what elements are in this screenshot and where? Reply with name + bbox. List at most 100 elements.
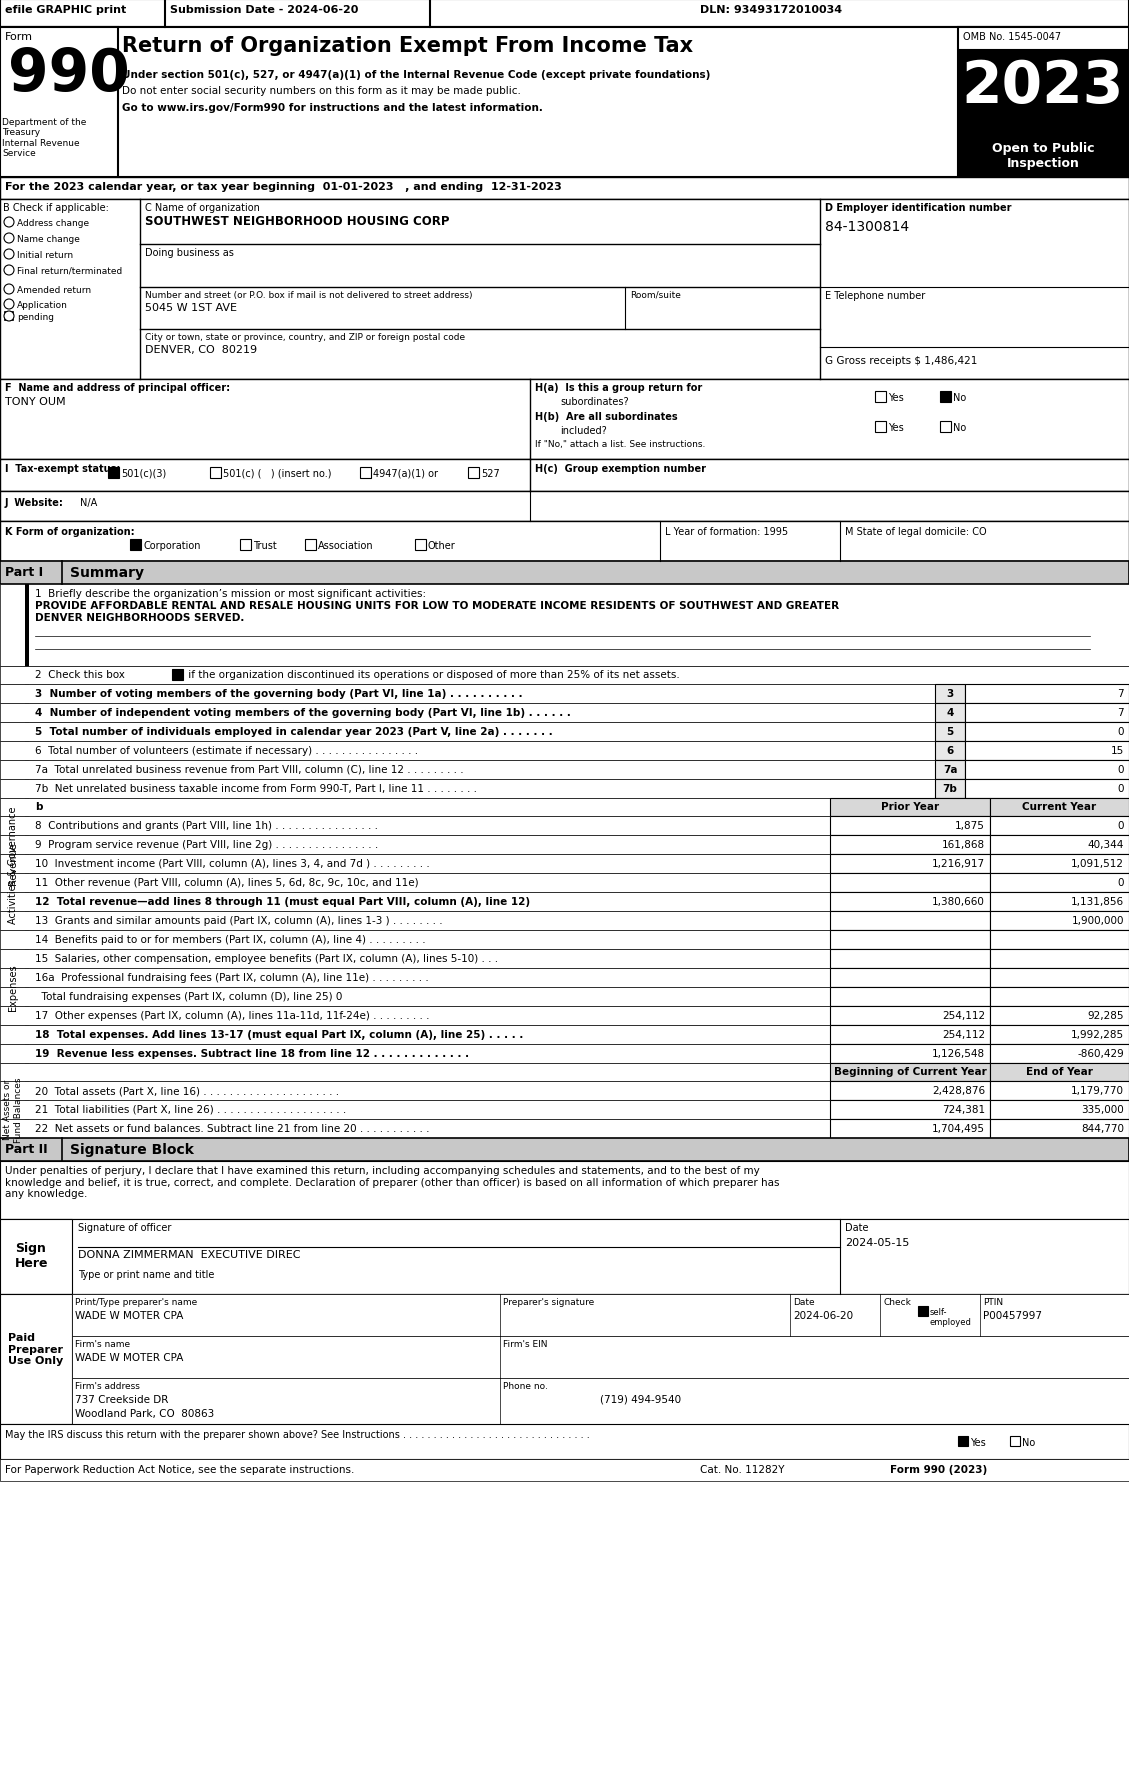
Text: Association: Association	[318, 540, 374, 551]
Text: 0: 0	[1118, 820, 1124, 830]
Bar	[830, 836, 990, 855]
Text: 501(c) (   ) (insert no.): 501(c) ( ) (insert no.)	[224, 469, 332, 479]
Text: 14  Benefits paid to or for members (Part IX, column (A), line 4) . . . . . . . : 14 Benefits paid to or for members (Part…	[35, 934, 426, 944]
Circle shape	[5, 299, 14, 310]
Text: G Gross receipts $ 1,486,421: G Gross receipts $ 1,486,421	[825, 356, 978, 365]
Bar	[990, 873, 1129, 893]
Text: Signature of officer: Signature of officer	[78, 1222, 172, 1233]
Bar	[940, 392, 951, 403]
Text: 10  Investment income (Part VIII, column (A), lines 3, 4, and 7d ) . . . . . . .: 10 Investment income (Part VIII, column …	[35, 859, 430, 868]
Text: 1,216,917: 1,216,917	[931, 859, 984, 868]
Text: Form: Form	[5, 32, 33, 43]
Text: Beginning of Current Year: Beginning of Current Year	[833, 1066, 987, 1076]
Text: b: b	[35, 802, 43, 811]
Bar	[0, 950, 1129, 968]
Text: efile GRAPHIC print: efile GRAPHIC print	[5, 5, 126, 14]
Bar	[830, 1044, 990, 1064]
Text: Return of Organization Exempt From Income Tax: Return of Organization Exempt From Incom…	[122, 36, 693, 55]
Bar	[240, 540, 251, 551]
Bar	[0, 816, 1129, 836]
Text: Signature Block: Signature Block	[70, 1142, 194, 1157]
Bar	[990, 855, 1129, 873]
Text: self-
employed: self- employed	[930, 1308, 972, 1326]
Text: 4947(a)(1) or: 4947(a)(1) or	[373, 469, 438, 479]
Bar	[990, 798, 1129, 816]
Bar	[965, 761, 1129, 779]
Text: 92,285: 92,285	[1087, 1010, 1124, 1021]
Text: Date: Date	[844, 1222, 868, 1233]
Text: 1,704,495: 1,704,495	[933, 1123, 984, 1133]
Bar	[830, 816, 990, 836]
Text: Preparer's signature: Preparer's signature	[504, 1297, 594, 1306]
Bar	[990, 1007, 1129, 1025]
Bar	[935, 684, 965, 704]
Text: Room/suite: Room/suite	[630, 290, 681, 299]
Text: Net Assets or
Fund Balances: Net Assets or Fund Balances	[3, 1076, 23, 1142]
Bar	[0, 987, 1129, 1007]
Text: Under section 501(c), 527, or 4947(a)(1) of the Internal Revenue Code (except pr: Under section 501(c), 527, or 4947(a)(1)…	[122, 69, 710, 80]
Bar	[305, 540, 316, 551]
Bar	[0, 561, 1129, 584]
Text: Initial return: Initial return	[17, 251, 73, 260]
Text: 1,126,548: 1,126,548	[931, 1048, 984, 1059]
Text: 1,131,856: 1,131,856	[1071, 896, 1124, 907]
Text: 254,112: 254,112	[942, 1030, 984, 1039]
Text: 1,179,770: 1,179,770	[1071, 1085, 1124, 1096]
Text: DONNA ZIMMERMAN  EXECUTIVE DIREC: DONNA ZIMMERMAN EXECUTIVE DIREC	[78, 1249, 300, 1260]
Text: Expenses: Expenses	[8, 964, 18, 1010]
Bar	[990, 1099, 1129, 1119]
Text: Other: Other	[428, 540, 456, 551]
Text: 501(c)(3): 501(c)(3)	[121, 469, 166, 479]
Text: Name change: Name change	[17, 235, 80, 244]
Bar	[935, 741, 965, 761]
Text: 254,112: 254,112	[942, 1010, 984, 1021]
Text: Do not enter social security numbers on this form as it may be made public.: Do not enter social security numbers on …	[122, 86, 520, 96]
Text: Final return/terminated: Final return/terminated	[17, 267, 122, 276]
Circle shape	[5, 233, 14, 244]
Bar	[830, 798, 990, 816]
Text: H(a)  Is this a group return for: H(a) Is this a group return for	[535, 383, 702, 392]
Text: 0: 0	[1118, 764, 1124, 775]
Bar	[415, 540, 426, 551]
Text: 5045 W 1ST AVE: 5045 W 1ST AVE	[145, 303, 237, 314]
Text: 737 Creekside DR: 737 Creekside DR	[75, 1394, 168, 1404]
Bar	[0, 460, 1129, 492]
Text: 7a: 7a	[943, 764, 957, 775]
Text: 8  Contributions and grants (Part VIII, line 1h) . . . . . . . . . . . . . . . .: 8 Contributions and grants (Part VIII, l…	[35, 820, 378, 830]
Text: Activities & Governance: Activities & Governance	[8, 805, 18, 923]
Text: 11  Other revenue (Part VIII, column (A), lines 5, 6d, 8c, 9c, 10c, and 11e): 11 Other revenue (Part VIII, column (A),…	[35, 877, 419, 887]
Text: Firm's address: Firm's address	[75, 1381, 140, 1390]
Bar	[0, 1219, 1129, 1294]
Text: PROVIDE AFFORDABLE RENTAL AND RESALE HOUSING UNITS FOR LOW TO MODERATE INCOME RE: PROVIDE AFFORDABLE RENTAL AND RESALE HOU…	[35, 601, 839, 611]
Bar	[0, 1099, 1129, 1119]
Text: No: No	[953, 392, 966, 403]
Text: N/A: N/A	[80, 497, 97, 508]
Text: SOUTHWEST NEIGHBORHOOD HOUSING CORP: SOUTHWEST NEIGHBORHOOD HOUSING CORP	[145, 216, 449, 228]
Bar	[830, 911, 990, 930]
Text: 1,992,285: 1,992,285	[1071, 1030, 1124, 1039]
Text: 7b  Net unrelated business taxable income from Form 990-T, Part I, line 11 . . .: 7b Net unrelated business taxable income…	[35, 784, 476, 793]
Text: PTIN: PTIN	[983, 1297, 1004, 1306]
Bar	[0, 1082, 1129, 1099]
Text: Check: Check	[883, 1297, 911, 1306]
Text: B Check if applicable:: B Check if applicable:	[3, 203, 108, 212]
Text: Number and street (or P.O. box if mail is not delivered to street address): Number and street (or P.O. box if mail i…	[145, 290, 473, 299]
Bar	[130, 540, 141, 551]
Bar	[0, 1007, 1129, 1025]
Bar	[830, 873, 990, 893]
Bar	[0, 779, 1129, 798]
Text: 1,875: 1,875	[955, 820, 984, 830]
Text: 13  Grants and similar amounts paid (Part IX, column (A), lines 1-3 ) . . . . . : 13 Grants and similar amounts paid (Part…	[35, 916, 443, 925]
Circle shape	[5, 217, 14, 228]
Text: Application: Application	[17, 301, 68, 310]
Text: H(b)  Are all subordinates: H(b) Are all subordinates	[535, 412, 677, 422]
Text: Total fundraising expenses (Part IX, column (D), line 25) 0: Total fundraising expenses (Part IX, col…	[35, 991, 342, 1001]
Bar	[0, 684, 1129, 704]
Bar	[940, 422, 951, 433]
Text: WADE W MOTER CPA: WADE W MOTER CPA	[75, 1310, 183, 1320]
Bar	[72, 1336, 1129, 1377]
Text: 2024-06-20: 2024-06-20	[793, 1310, 854, 1320]
Bar	[72, 1377, 1129, 1424]
Bar	[0, 836, 1129, 855]
Bar	[5, 312, 14, 321]
